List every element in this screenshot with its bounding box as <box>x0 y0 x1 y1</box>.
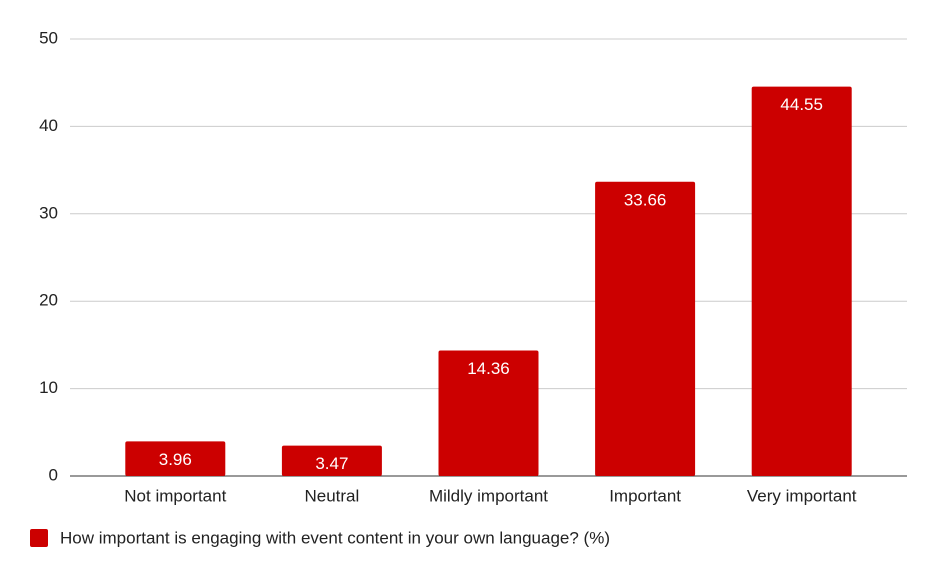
x-tick-label: Not important <box>124 486 226 505</box>
y-tick-label: 10 <box>39 378 58 397</box>
y-tick-label: 0 <box>49 465 58 484</box>
y-tick-label: 30 <box>39 203 58 222</box>
y-tick-label: 20 <box>39 291 58 310</box>
data-label: 44.55 <box>780 95 823 114</box>
bar <box>281 445 382 476</box>
bar <box>751 86 852 477</box>
x-tick-label: Neutral <box>304 486 359 505</box>
legend-label: How important is engaging with event con… <box>60 528 610 547</box>
x-tick-label: Very important <box>747 486 857 505</box>
data-label: 14.36 <box>467 359 510 378</box>
legend-swatch <box>30 529 48 547</box>
data-label: 3.47 <box>315 454 348 473</box>
data-label: 33.66 <box>624 190 667 209</box>
bar <box>125 441 226 476</box>
data-label: 3.96 <box>159 450 192 469</box>
y-tick-label: 40 <box>39 116 58 135</box>
x-tick-label: Important <box>609 486 681 505</box>
bar <box>595 181 696 477</box>
bar <box>438 350 539 476</box>
x-tick-label: Mildly important <box>429 486 548 505</box>
y-tick-label: 50 <box>39 28 58 47</box>
